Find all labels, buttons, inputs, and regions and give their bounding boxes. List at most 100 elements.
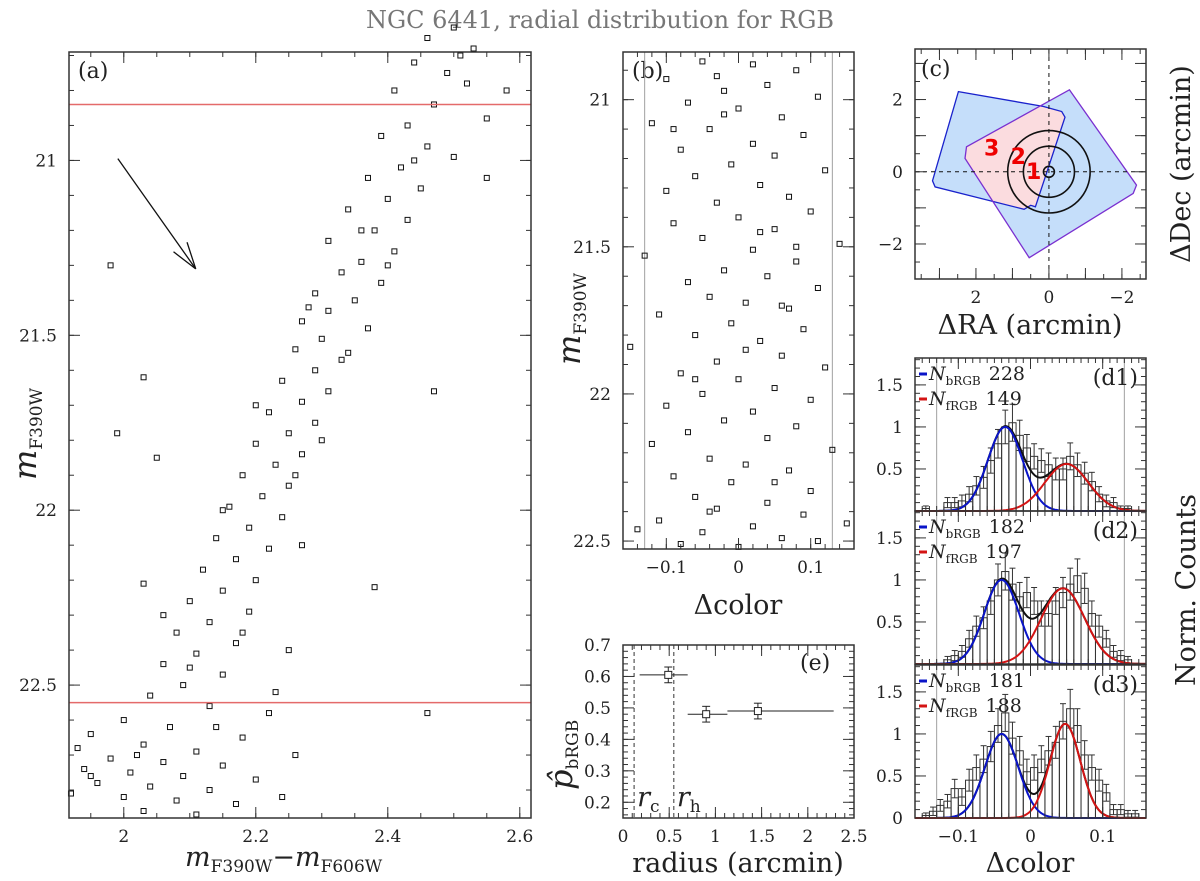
cmd-star-point — [160, 612, 167, 619]
ylabel-m: m — [6, 450, 44, 480]
panel-e-y-tick-label: 0.7 — [584, 636, 611, 656]
legend-count: 197 — [986, 541, 1022, 563]
cmd-star-point — [140, 741, 147, 748]
cmd-star-point — [232, 801, 239, 808]
cmd-star-point — [206, 619, 213, 626]
verticalized-star-point — [807, 396, 814, 403]
panel-a-y-tick-label: 22 — [35, 501, 57, 521]
cmd-star-point — [239, 472, 246, 479]
verticalized-star-point — [684, 99, 691, 106]
cmd-star-point — [338, 356, 345, 363]
panel-b-ylabel: mF390W — [550, 272, 591, 365]
cmd-star-point — [312, 419, 319, 426]
verticalized-star-point — [749, 61, 756, 68]
cmd-star-point — [391, 248, 398, 255]
verticalized-star-point — [648, 440, 655, 447]
legend-sub: bRGB — [946, 681, 981, 695]
panel-c-x-tick-label: 2 — [971, 288, 982, 308]
verticalized-star-point — [692, 376, 699, 383]
radius-sub: h — [690, 797, 701, 817]
verticalized-star-point — [778, 352, 785, 359]
panel-e-tag: (e) — [800, 651, 830, 676]
cmd-star-point — [140, 580, 147, 587]
verticalized-star-point — [699, 234, 706, 241]
verticalized-star-point — [713, 199, 720, 206]
panel-a-x-tick-label: 2 — [118, 827, 129, 847]
cmd-star-point — [239, 734, 246, 741]
panel-b-y-tick-label: 22.5 — [573, 532, 611, 552]
panel-e-x-tick-label: 1.5 — [748, 827, 775, 847]
verticalized-star-point — [778, 535, 785, 542]
cmd-star-point — [166, 724, 173, 731]
cmd-star-point — [457, 52, 464, 59]
field2-outline — [964, 88, 1138, 259]
cmd-star-point — [318, 437, 325, 444]
cmd-star-point — [325, 237, 332, 244]
legend-n: N — [928, 388, 947, 410]
cmd-star-point — [378, 279, 385, 286]
verticalized-star-point — [749, 246, 756, 253]
cmd-star-point — [114, 430, 121, 437]
verticalized-star-point — [684, 429, 691, 436]
ylabel-sub: bRGB — [563, 720, 583, 770]
cmd-star-point — [219, 671, 226, 678]
verticalized-star-point — [721, 111, 728, 118]
brgb-fraction-point — [664, 670, 673, 679]
zone-label: 1 — [1026, 160, 1041, 185]
panel-b-axes: −0.1 0 0.1 21 21.5 22 22.5 — [573, 51, 855, 578]
panel-d2-y-tick-label: 0.5 — [876, 613, 903, 633]
verticalized-star-point — [728, 320, 735, 327]
cmd-star-point — [127, 769, 134, 776]
cmd-star-point — [133, 752, 140, 759]
cmd-star-point — [252, 402, 259, 409]
panel-d-xlabel: Δcolor — [986, 848, 1075, 879]
cmd-star-point — [239, 629, 246, 636]
verticalized-star-point — [699, 529, 706, 536]
verticalized-star-point — [778, 302, 785, 309]
verticalized-star-point — [706, 508, 713, 515]
cmd-star-point — [364, 174, 371, 181]
cmd-star-point — [120, 717, 127, 724]
cmd-star-point — [107, 755, 114, 762]
verticalized-star-point — [706, 455, 713, 462]
verticalized-star-point — [771, 385, 778, 392]
verticalized-star-point — [699, 58, 706, 65]
panel-b-tag: (b) — [632, 59, 663, 84]
legend-brgb-label: NbRGB 182 — [928, 516, 1025, 541]
annulus-circle — [1042, 165, 1056, 179]
verticalized-star-point — [735, 214, 742, 221]
radius-symbol: r — [637, 782, 652, 813]
cmd-star-point — [358, 227, 365, 234]
panel-d-ylabel: Norm. Counts — [1171, 494, 1200, 686]
cmd-star-point — [404, 122, 411, 129]
cmd-star-point — [94, 780, 101, 787]
legend-count: 188 — [986, 695, 1022, 717]
cmd-star-point — [206, 787, 213, 794]
cmd-star-point — [417, 185, 424, 192]
panel-d1-axes: 0.5 1 1.5 — [876, 357, 1147, 512]
verticalized-star-point — [663, 187, 670, 194]
verticalized-star-point — [757, 229, 764, 236]
ylabel-m: m — [550, 335, 588, 365]
panel-d3-axes: −0.1 0 0.1 0 0.5 1 1.5 — [876, 664, 1147, 847]
panel-d3-x-tick-label: 0.1 — [1089, 827, 1116, 847]
xlabel-minus: − — [272, 842, 295, 873]
verticalized-star-point — [713, 505, 720, 512]
verticalized-star-point — [793, 243, 800, 250]
verticalized-star-point — [786, 193, 793, 200]
cmd-star-point — [325, 388, 332, 395]
cmd-star-point — [81, 766, 88, 773]
panel-e-points — [639, 666, 834, 723]
cmd-star-point — [351, 297, 358, 304]
verticalized-star-point — [786, 305, 793, 312]
verticalized-star-point — [771, 152, 778, 159]
cmd-star-point — [483, 115, 490, 122]
verticalized-star-point — [749, 140, 756, 147]
cmd-star-point — [298, 398, 305, 405]
zone-label: 2 — [1011, 145, 1026, 170]
annulus-circle — [1006, 129, 1091, 214]
cmd-star-point — [384, 195, 391, 202]
cmd-star-point — [371, 584, 378, 591]
cmd-star-point — [186, 598, 193, 605]
